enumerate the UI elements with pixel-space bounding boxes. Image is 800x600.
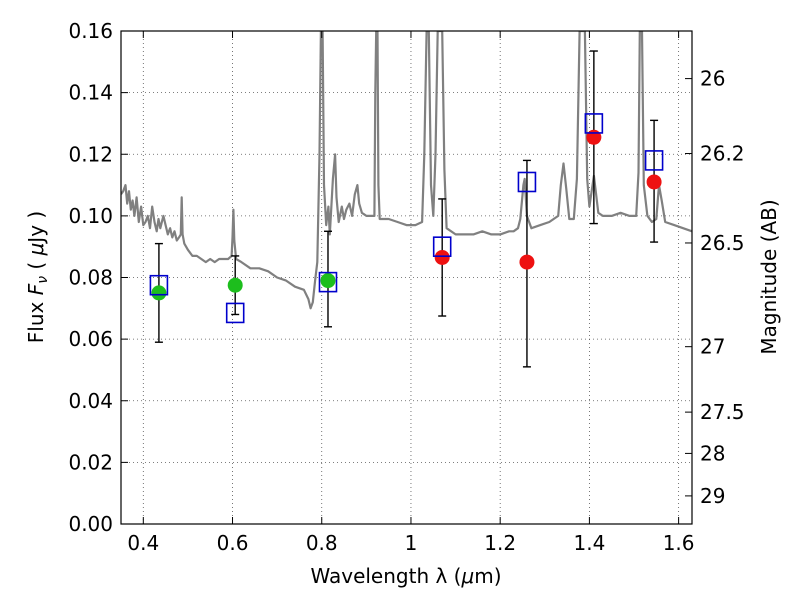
plot-area bbox=[121, 31, 692, 368]
model-box-marker bbox=[644, 150, 664, 171]
x-tick-label: 1.2 bbox=[484, 531, 516, 555]
y-tick-label: 0.02 bbox=[68, 450, 113, 474]
y-axis-label: Flux Fν ( μJy ) bbox=[24, 211, 51, 343]
green-data-point bbox=[227, 277, 243, 293]
axes-layer: 0.4 0.6 0.8 1 1.2 1.4 1.6 0.00 0.02 0.04 0.06 0.08 0… bbox=[68, 19, 744, 555]
model-box-marker bbox=[517, 171, 537, 193]
red-data-point bbox=[434, 249, 450, 265]
red-data-point bbox=[519, 254, 535, 270]
model-box-marker bbox=[584, 113, 604, 134]
y-tick-label: 0.16 bbox=[68, 19, 113, 43]
model-box-marker bbox=[318, 271, 338, 293]
mag-tick-label: 26.2 bbox=[700, 142, 745, 166]
model-box-marker bbox=[432, 236, 452, 257]
x-tick-label: 0.6 bbox=[217, 531, 249, 555]
red-data-point bbox=[646, 174, 662, 190]
y2-axis-label: Magnitude (AB) bbox=[757, 199, 781, 354]
mag-tick-label: 28 bbox=[700, 441, 725, 465]
y-tick-label: 0.06 bbox=[68, 327, 113, 351]
y-tick-label: 0.14 bbox=[68, 81, 113, 105]
mag-tick-label: 27 bbox=[700, 335, 725, 359]
x-tick-label: 1.4 bbox=[573, 531, 605, 555]
x-tick-label: 0.8 bbox=[306, 531, 338, 555]
x-tick-label: 1.6 bbox=[663, 531, 695, 555]
green-data-point bbox=[320, 273, 336, 289]
plot-frame bbox=[120, 30, 693, 525]
mag-tick-label: 26.5 bbox=[700, 231, 745, 255]
mag-tick-label: 27.5 bbox=[700, 400, 745, 424]
spectrum-line bbox=[121, 31, 692, 310]
green-data-point bbox=[151, 285, 167, 301]
y-tick-label: 0.00 bbox=[68, 512, 113, 536]
y-tick-label: 0.08 bbox=[68, 266, 113, 290]
mag-tick-label: 26 bbox=[700, 67, 725, 91]
y-tick-label: 0.10 bbox=[68, 204, 113, 228]
x-axis-label: Wavelength λ (μm) bbox=[310, 564, 501, 588]
x-tick-label: 0.4 bbox=[127, 531, 159, 555]
model-box-marker bbox=[225, 302, 245, 324]
grid-layer bbox=[121, 30, 692, 525]
mag-tick-label: 29 bbox=[700, 484, 725, 508]
y-tick-label: 0.12 bbox=[68, 142, 113, 166]
model-box-marker bbox=[149, 274, 169, 296]
red-data-point bbox=[586, 129, 602, 145]
y-tick-label: 0.04 bbox=[68, 389, 113, 413]
x-tick-label: 1 bbox=[405, 531, 418, 555]
